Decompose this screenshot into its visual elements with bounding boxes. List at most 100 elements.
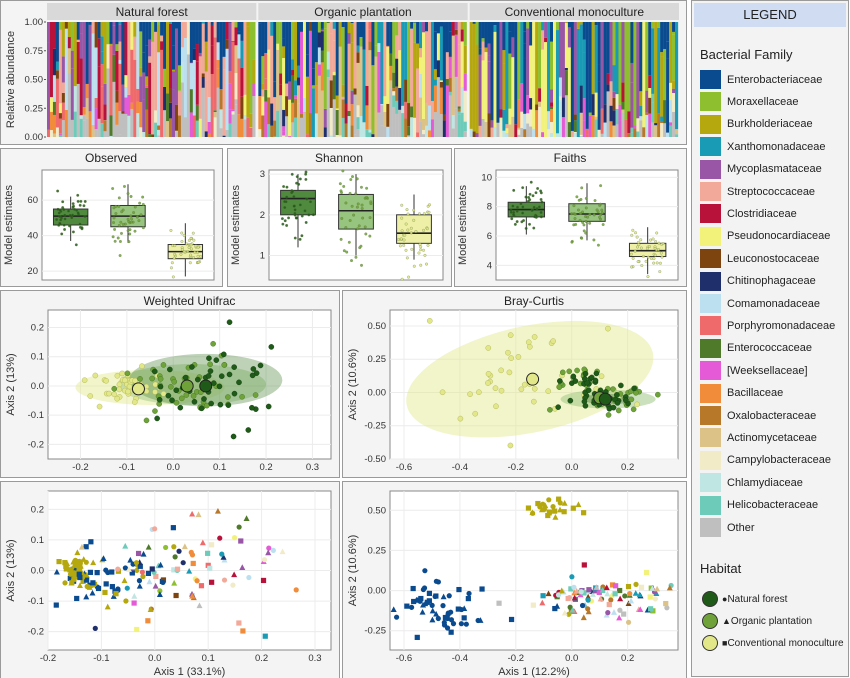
bar-segment xyxy=(305,54,310,77)
ord-point-triangle xyxy=(186,567,193,574)
ord-point xyxy=(116,386,123,393)
bar-segment xyxy=(204,80,208,132)
ord-point-square xyxy=(612,591,618,597)
bar-segment xyxy=(177,22,182,66)
bar-segment xyxy=(433,112,438,137)
bar-segment xyxy=(657,22,661,28)
bar-segment xyxy=(594,119,598,137)
box-jitter-point xyxy=(283,206,287,209)
ord-point-square xyxy=(75,559,81,565)
bar-segment xyxy=(115,90,119,103)
bar-segment xyxy=(344,123,348,137)
bar-segment xyxy=(451,35,455,116)
box-jitter-point xyxy=(62,223,66,227)
habitat-legend-item: ● Natural forest xyxy=(700,589,787,609)
box-title: Observed xyxy=(85,151,137,165)
bar-segment xyxy=(368,41,372,51)
bar-segment xyxy=(124,22,128,76)
figure-canvas: Relative abundance0.000.250.500.751.00Na… xyxy=(0,0,687,678)
box-jitter-point xyxy=(515,209,519,213)
ord-point-square xyxy=(190,560,196,567)
box-jitter-point xyxy=(129,214,133,218)
bar-segment xyxy=(112,25,116,55)
bar-segment xyxy=(669,22,673,83)
bar-segment xyxy=(160,22,164,36)
bar-segment xyxy=(439,22,444,27)
bar-ytick: 0.75 xyxy=(25,46,44,57)
box-jitter-point xyxy=(354,192,358,196)
box-jitter-point xyxy=(342,184,346,188)
bar-segment xyxy=(398,50,402,88)
ord-point-circle xyxy=(246,574,252,581)
bar-segment xyxy=(88,111,92,137)
box-jitter-point xyxy=(75,208,79,212)
bar-segment xyxy=(570,22,574,131)
bar-segment xyxy=(505,128,509,133)
bar-segment xyxy=(395,113,399,137)
ord-point-circle xyxy=(546,497,552,503)
ord-point-square xyxy=(262,633,268,639)
ord-xtick: 0.0 xyxy=(565,653,578,664)
ord-point-triangle xyxy=(189,510,196,517)
bar-segment xyxy=(654,22,658,124)
bar-segment xyxy=(82,120,86,137)
ord-point xyxy=(191,398,198,405)
bar-segment xyxy=(499,109,503,118)
bar-segment xyxy=(529,109,533,127)
bar-segment xyxy=(222,135,226,137)
ord-title: Bray-Curtis xyxy=(504,294,564,308)
ord-point-square xyxy=(80,578,86,584)
box-ytick: 40 xyxy=(27,231,38,242)
bar-segment xyxy=(380,22,384,105)
bar-segment xyxy=(535,104,539,111)
bar-segment xyxy=(502,63,506,110)
bar-segment xyxy=(192,67,196,79)
bar-segment xyxy=(282,46,286,59)
box-jitter-point xyxy=(535,207,539,210)
bar-segment xyxy=(669,122,673,126)
bar-segment xyxy=(300,22,304,32)
bar-segment xyxy=(76,41,80,84)
bar-segment xyxy=(365,129,369,137)
ord-point-triangle xyxy=(53,568,60,575)
bar-segment xyxy=(64,22,68,29)
ord-point-triangle xyxy=(136,582,143,589)
bar-segment xyxy=(294,80,298,96)
ord-point xyxy=(114,372,121,379)
box-jitter-point xyxy=(646,255,650,259)
bar-segment xyxy=(305,22,310,55)
bar-segment xyxy=(216,59,220,69)
bar-segment xyxy=(389,53,393,66)
bar-segment xyxy=(219,128,223,137)
bar-segment xyxy=(288,81,292,100)
ord-point-triangle xyxy=(152,582,159,589)
bar-segment xyxy=(389,80,393,89)
box-jitter-point xyxy=(361,216,365,220)
box-jitter-point xyxy=(305,197,309,201)
bar-segment xyxy=(335,108,339,110)
box-jitter-point xyxy=(187,238,191,242)
legend-label: Campylobacteraceae xyxy=(727,454,831,467)
box-jitter-point xyxy=(304,177,308,181)
box-jitter-point xyxy=(169,266,173,270)
ord-point-triangle xyxy=(628,597,635,604)
ord-point-square xyxy=(424,599,430,605)
ord-point-square xyxy=(479,586,485,592)
bar-segment xyxy=(425,102,429,126)
habitat-symbol: ■ xyxy=(722,638,728,648)
ord-point-square xyxy=(149,566,155,572)
bar-ytick: 0.25 xyxy=(25,103,44,114)
bar-segment xyxy=(550,102,554,107)
box-jitter-point xyxy=(172,256,176,260)
ord-point-triangle xyxy=(604,590,611,597)
bar-segment xyxy=(615,124,619,137)
bar-segment xyxy=(213,110,217,113)
bar-segment xyxy=(323,22,327,29)
ord-point xyxy=(206,355,212,362)
ord-point-circle xyxy=(625,619,632,625)
box-jitter-point xyxy=(63,213,67,217)
bar-segment xyxy=(64,43,68,110)
box-jitter-point xyxy=(640,264,644,267)
bar-segment xyxy=(85,118,89,137)
box-jitter-point xyxy=(188,261,192,265)
